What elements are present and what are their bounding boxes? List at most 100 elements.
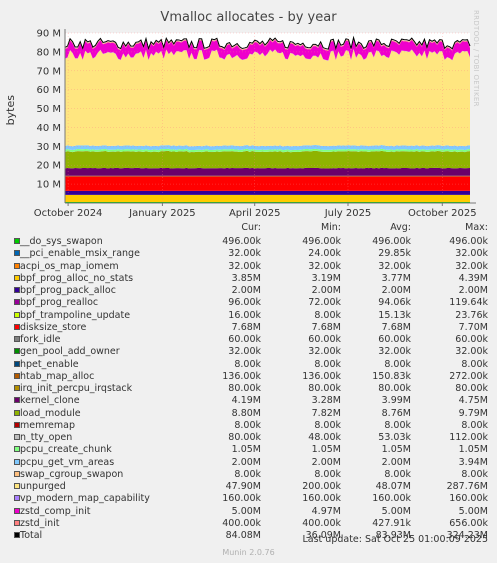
legend-row: hpet_enable 8.00k 8.00k 8.00k 8.00k xyxy=(0,359,497,370)
legend-value-min: 8.00k xyxy=(314,309,341,321)
legend-series-name: bpf_prog_pack_alloc xyxy=(20,285,116,296)
legend-series-name: vp_modern_map_capability xyxy=(20,493,150,505)
legend-series-name: zstd_init xyxy=(20,517,60,529)
legend-value-cur: 3.85M xyxy=(231,272,261,284)
legend-value-avg: 83.93M xyxy=(375,530,411,541)
legend-value-avg: 53.03k xyxy=(378,432,411,443)
legend-value-cur: 8.00k xyxy=(234,358,261,370)
legend-swatch xyxy=(14,470,20,477)
area-band-pcpu-create-chunk xyxy=(65,148,470,153)
legend-swatch xyxy=(14,348,20,355)
legend-value-avg: 2.00M xyxy=(381,456,411,468)
legend-row: gen_pool_add_owner 32.00k 32.00k 32.00k 32.0… xyxy=(0,346,497,357)
area-band-disksize-store xyxy=(65,176,470,191)
area-band-bpf-prog-pack-alloc xyxy=(65,191,470,195)
legend-value-avg: 8.76M xyxy=(381,407,411,419)
legend-series-name: load_module xyxy=(20,407,81,419)
area-band-zstd-comp-init xyxy=(65,39,470,61)
chart-title: Vmalloc allocates - by year xyxy=(160,10,337,25)
legend-series-name: n_tty_open xyxy=(20,432,73,443)
column-header-cur: Cur: xyxy=(241,222,261,233)
legend-value-cur: 84.08M xyxy=(225,530,261,541)
legend-series-name: memremap xyxy=(20,419,76,431)
legend-value-min: 3.19M xyxy=(311,272,341,284)
legend-row: zstd_comp_init 5.00M 4.97M 5.00M 5.00M xyxy=(0,506,497,517)
legend-value-max: 8.00k xyxy=(461,419,488,431)
legend-row: bpf_prog_realloc 96.00k 72.00k 94.06k 119.64… xyxy=(0,297,497,308)
legend-swatch xyxy=(14,311,20,318)
y-tick-label: 20 M xyxy=(36,161,61,172)
legend-swatch xyxy=(14,336,20,342)
last-update: Last update: Sat Oct 25 01:00:09 2025 xyxy=(302,534,488,545)
legend-value-min: 8.00k xyxy=(314,358,341,370)
legend-row: memremap 8.00k 8.00k 8.00k 8.00k xyxy=(0,420,497,431)
legend-value-min: 80.00k xyxy=(308,383,341,394)
legend-value-avg: 3.99M xyxy=(381,395,411,407)
legend-value-min: 200.00k xyxy=(302,481,341,492)
legend-swatch xyxy=(14,458,20,465)
y-tick-label: 50 M xyxy=(36,104,61,115)
legend-series-name: pcpu_create_chunk xyxy=(20,444,112,456)
legend-swatch xyxy=(14,299,20,306)
legend-value-min: 72.00k xyxy=(308,297,341,309)
legend-value-avg: 427.91k xyxy=(372,517,411,529)
axes: 10 M 20 M 30 M 40 M 50 M 60 M 70 M 80 M 90 M Octo… xyxy=(34,29,477,220)
legend-value-cur: 32.00k xyxy=(228,248,261,260)
legend-swatch xyxy=(14,421,20,428)
legend-series-name: swap_cgroup_swapon xyxy=(20,468,124,480)
area-band-n-tty-open xyxy=(65,150,470,153)
legend-value-max: 3.94M xyxy=(458,456,488,468)
legend-value-cur: 60.00k xyxy=(228,334,261,345)
legend-row: irq_init_percpu_irqstack 80.00k 80.00k 80.0… xyxy=(0,383,497,394)
legend-value-cur: 80.00k xyxy=(228,432,261,443)
legend-row: n_tty_open 80.00k 48.00k 53.03k 112.00k xyxy=(0,432,497,443)
legend-row: pcpu_get_vm_areas 2.00M 2.00M 2.00M 3.94M xyxy=(0,457,497,468)
x-tick-label: July 2025 xyxy=(324,208,372,219)
legend-value-avg: 80.00k xyxy=(378,383,411,394)
legend-value-min: 496.00k xyxy=(302,236,341,247)
legend-row: disksize_store 7.68M 7.68M 7.68M 7.70M xyxy=(0,322,497,333)
legend-value-min: 36.09M xyxy=(305,530,341,541)
legend-swatch xyxy=(14,250,20,257)
legend-series-name: fork_idle xyxy=(20,334,61,345)
legend-swatch xyxy=(14,495,20,502)
legend-value-avg: 3.77M xyxy=(381,272,411,284)
legend-value-min: 32.00k xyxy=(308,260,341,272)
legend-swatch xyxy=(14,519,20,526)
legend-value-avg: 32.00k xyxy=(378,260,411,272)
legend-value-min: 48.00k xyxy=(308,432,341,443)
legend-value-cur: 5.00M xyxy=(231,505,261,517)
legend-value-avg: 2.00M xyxy=(381,285,411,296)
legend-swatch xyxy=(14,409,20,416)
legend-value-max: 160.00k xyxy=(449,493,488,505)
legend-value-cur: 4.19M xyxy=(231,395,261,407)
x-tick-label: October 2024 xyxy=(34,208,103,219)
legend-value-min: 8.00k xyxy=(314,468,341,480)
legend-value-avg: 29.85k xyxy=(378,248,411,260)
legend-value-max: 5.00M xyxy=(458,505,488,517)
legend-value-cur: 8.80M xyxy=(231,407,261,419)
legend-row: fork_idle 60.00k 60.00k 60.00k 60.00k xyxy=(0,334,497,345)
legend-value-avg: 150.83k xyxy=(372,370,411,382)
legend-value-cur: 7.68M xyxy=(231,321,261,333)
legend-row: swap_cgroup_swapon 8.00k 8.00k 8.00k 8.00k xyxy=(0,469,497,480)
legend-row: kernel_clone 4.19M 3.28M 3.99M 4.75M xyxy=(0,395,497,406)
legend-value-max: 272.00k xyxy=(449,370,488,382)
legend-row: __do_sys_swapon 496.00k 496.00k 496.00k 496.… xyxy=(0,236,497,247)
legend-value-min: 24.00k xyxy=(308,248,341,260)
legend-row: Total 84.08M 36.09M 83.93M 324.23M xyxy=(0,530,497,541)
y-tick-label: 40 M xyxy=(36,123,61,134)
legend-swatch xyxy=(14,287,20,293)
legend-swatch xyxy=(14,507,20,514)
legend-value-avg: 1.05M xyxy=(381,444,411,456)
legend-value-max: 32.00k xyxy=(455,346,488,358)
legend-value-max: 9.79M xyxy=(458,407,488,419)
y-tick-label: 30 M xyxy=(36,142,61,153)
legend-value-max: 23.76k xyxy=(455,309,488,321)
total-line xyxy=(64,35,471,51)
legend-value-max: 112.00k xyxy=(449,432,488,443)
legend-value-max: 60.00k xyxy=(455,334,488,345)
plot-area: 10 M 20 M 30 M 40 M 50 M 60 M 70 M 80 M 90 M Octo… xyxy=(34,29,477,220)
legend-series-name: disksize_store xyxy=(20,321,87,333)
legend-value-min: 2.00M xyxy=(311,285,341,296)
